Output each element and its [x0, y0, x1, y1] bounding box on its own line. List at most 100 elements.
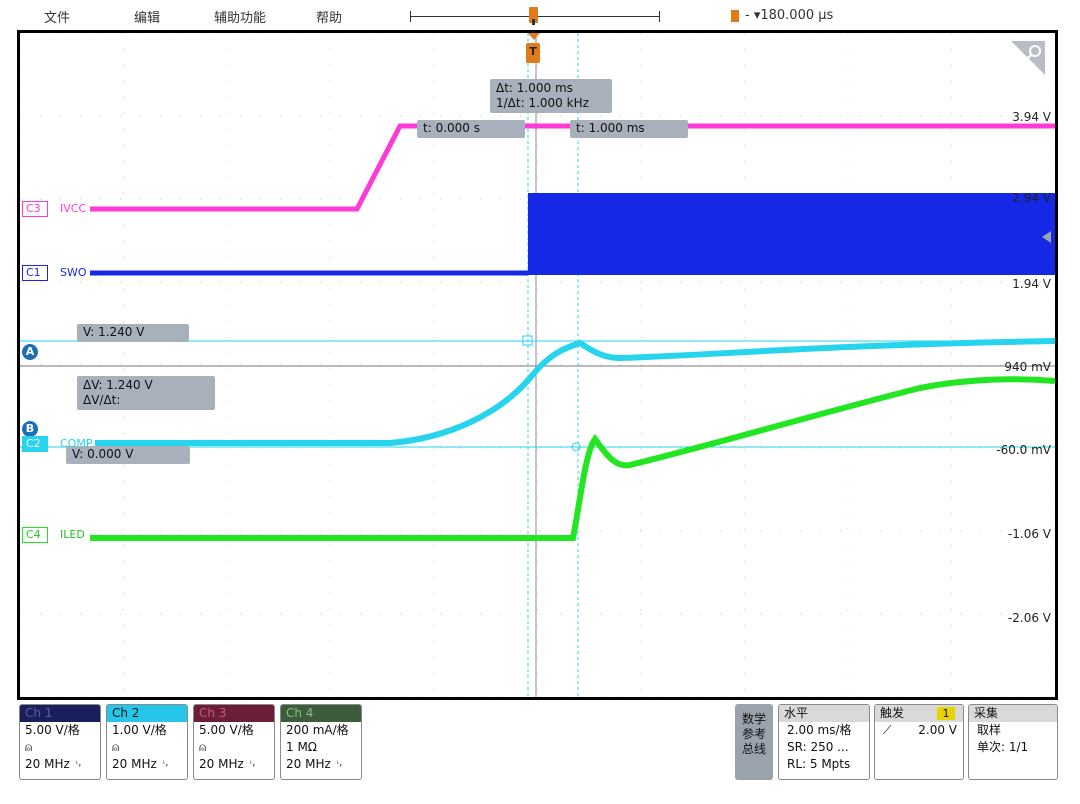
graticule-dot [60, 33, 61, 34]
graticule-dot [330, 193, 331, 194]
graticule-dot [123, 65, 124, 66]
trigger-badge[interactable]: 触发 1 ⟋ 2.00 V [874, 704, 964, 780]
channel-1-marker[interactable]: C1 [22, 265, 48, 281]
graticule-dot [820, 115, 821, 117]
channel-2-badge[interactable]: Ch 2 1.00 V/格 ⍝ 20 MHz ␊ [106, 704, 188, 780]
graticule-dot [433, 337, 435, 338]
graticule-dot [120, 696, 121, 697]
graticule-dot [226, 529, 228, 530]
graticule-dot [640, 289, 642, 290]
graticule-dot [537, 177, 538, 178]
graticule-dot [200, 696, 201, 697]
graticule-dot [20, 305, 21, 306]
graticule-dot [640, 696, 641, 697]
graticule-dot [330, 657, 331, 658]
graticule-dot [847, 369, 849, 370]
horizontal-badge[interactable]: 水平 2.00 ms/格 SR: 250 ... RL: 5 Mpts [778, 704, 870, 780]
graticule-dot [847, 641, 849, 642]
graticule-dot [847, 65, 849, 66]
graticule-dot [123, 353, 124, 354]
graticule-dot [1020, 447, 1021, 449]
channel-3-badge[interactable]: Ch 3 5.00 V/格 ⍝ 20 MHz ␊ [193, 704, 275, 780]
graticule-dot [220, 364, 221, 366]
graticule-dot [860, 447, 861, 449]
channel-3-marker[interactable]: C3 [22, 201, 48, 217]
record-trigger-marker-icon[interactable] [529, 7, 538, 25]
acquire-mode: 取样 [977, 723, 1002, 737]
graticule-dot [433, 177, 435, 178]
graticule-dot [123, 113, 124, 114]
graticule-dot [740, 115, 741, 117]
menu-help[interactable]: 帮助 [316, 11, 343, 26]
graticule-dot [460, 33, 461, 34]
horizontal-position-readout[interactable]: - ▾180.000 µs [745, 8, 834, 23]
graticule-dot [847, 577, 849, 578]
graticule-dot [80, 33, 81, 34]
graticule-dot [680, 613, 681, 615]
trigger-position-marker[interactable]: T [526, 43, 540, 63]
graticule-dot [780, 281, 781, 283]
math-ref-bus-button[interactable]: 数学 参考 总线 [735, 704, 773, 780]
waveform-display[interactable]: T Δt: 1.000 ms 1/Δt: 1.000 kHz t: 0.000 … [17, 30, 1058, 700]
graticule-dot [744, 97, 745, 98]
cursor-b-voltage-readout[interactable]: V: 0.000 V [66, 446, 190, 464]
graticule-dot [400, 198, 401, 200]
cursor-a-handle[interactable]: A [22, 344, 38, 360]
graticule-dot [20, 696, 21, 697]
graticule-dot [380, 613, 381, 615]
cursor-b-time-readout[interactable]: t: 1.000 ms [570, 120, 688, 138]
graticule-dot [400, 530, 401, 532]
cursor-b-handle[interactable]: B [22, 421, 38, 437]
graticule-dot [980, 33, 981, 34]
graticule-dot [180, 613, 181, 615]
graticule-dot [537, 65, 538, 66]
graticule-dot [1020, 281, 1021, 283]
graticule-dot [640, 465, 642, 466]
cursor-a-voltage-readout[interactable]: V: 1.240 V [77, 324, 189, 342]
graticule-dot [100, 33, 101, 34]
graticule-dot [940, 364, 941, 366]
graticule-dot [340, 364, 341, 366]
menu-utility[interactable]: 辅助功能 [214, 11, 267, 26]
offset-arrow-icon[interactable] [1042, 231, 1051, 243]
channel-4-marker[interactable]: C4 [22, 527, 48, 543]
graticule-dot [847, 161, 849, 162]
graticule-dot [744, 321, 745, 322]
graticule-dot [440, 447, 441, 449]
graticule-dot [744, 641, 745, 642]
channel-2-title: Ch 2 [107, 705, 187, 722]
graticule-dot [537, 449, 538, 450]
zoom-icon[interactable] [1011, 41, 1045, 75]
menu-file[interactable]: 文件 [44, 11, 71, 26]
delta-time-readout[interactable]: Δt: 1.000 ms 1/Δt: 1.000 kHz [490, 79, 612, 113]
graticule-dot [847, 305, 849, 306]
channel-4-badge[interactable]: Ch 4 200 mA/格 1 MΩ 20 MHz ␊ [280, 704, 362, 780]
graticule-dot [860, 696, 861, 697]
graticule-dot [226, 513, 228, 514]
graticule-dot [847, 321, 849, 322]
graticule-dot [720, 33, 721, 34]
graticule-dot [800, 696, 801, 697]
acquire-badge[interactable]: 采集 取样 单次: 1/1 [968, 704, 1058, 780]
menu-edit[interactable]: 编辑 [134, 11, 161, 26]
graticule-dot [1054, 33, 1055, 34]
graticule-dot [744, 65, 745, 66]
graticule-dot [20, 198, 21, 200]
graticule-dot [660, 696, 661, 697]
graticule-dot [520, 696, 521, 697]
graticule-dot [820, 364, 821, 366]
graticule-dot [433, 33, 435, 34]
graticule-dot [433, 385, 435, 386]
channel-2-marker[interactable]: C2 [22, 436, 48, 452]
graticule-dot [744, 417, 745, 418]
cursor-a-time-readout[interactable]: t: 0.000 s [417, 120, 525, 138]
graticule-dot [760, 364, 761, 366]
graticule-dot [1054, 177, 1055, 178]
delta-voltage-readout[interactable]: ΔV: 1.240 V ΔV/Δt: [77, 376, 215, 410]
graticule-dot [123, 97, 124, 98]
graticule-dot [951, 689, 952, 690]
graticule-dot [420, 364, 421, 366]
graticule-dot [200, 115, 201, 117]
graticule-dot [1054, 49, 1055, 50]
channel-1-badge[interactable]: Ch 1 5.00 V/格 ⍝ 20 MHz ␊ [19, 704, 101, 780]
